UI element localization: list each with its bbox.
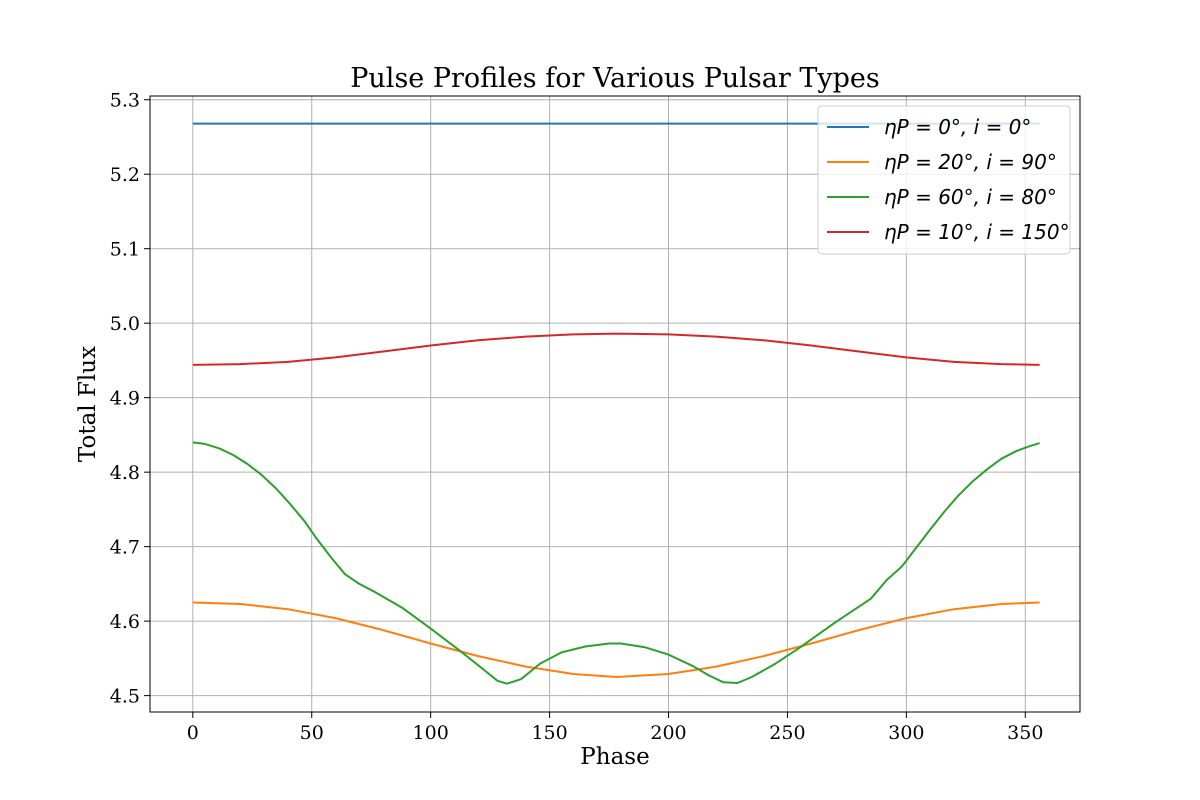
x-tick-label: 150: [531, 722, 567, 744]
legend-label: ηP = 60°, i = 80°: [884, 185, 1057, 209]
series-line-4: [192, 332, 1040, 366]
series-line-3: [192, 441, 1040, 685]
legend-label: ηP = 20°, i = 90°: [884, 150, 1057, 174]
series-layer: [192, 122, 1040, 685]
legend-box: [817, 105, 1071, 255]
y-tick-label: 5.1: [110, 239, 140, 261]
plot-frame: [149, 95, 1081, 713]
y-tick-label: 4.9: [110, 388, 140, 410]
y-tick-label: 4.6: [110, 611, 140, 633]
y-tick-label: 4.5: [110, 686, 140, 708]
ticks: 0 50 100 150 200 250 300 350 4.5 4.6 4.7 4.8 4.9 5.0 5…: [110, 90, 1044, 744]
legend: ηP = 0°, i = 0° ηP = 20°, i = 90° ηP = 60°…: [817, 105, 1071, 255]
legend-label: ηP = 0°, i = 0°: [884, 115, 1031, 139]
x-axis-label: Phase: [580, 744, 649, 770]
series-line-2: [192, 601, 1040, 678]
y-tick-label: 4.7: [110, 537, 140, 559]
x-tick-label: 50: [300, 722, 324, 744]
x-tick-label: 200: [650, 722, 686, 744]
y-axis-label: Total Flux: [75, 346, 101, 462]
x-tick-label: 250: [769, 722, 805, 744]
x-tick-label: 350: [1007, 722, 1043, 744]
y-tick-label: 5.0: [110, 313, 140, 335]
chart-title: Pulse Profiles for Various Pulsar Types: [350, 63, 880, 94]
legend-label: ηP = 10°, i = 150°: [884, 220, 1070, 244]
x-tick-label: 100: [413, 722, 449, 744]
y-tick-label: 4.8: [110, 462, 140, 484]
x-tick-label: 300: [888, 722, 924, 744]
y-tick-label: 5.3: [110, 90, 140, 112]
y-tick-label: 5.2: [110, 164, 140, 186]
x-tick-label: 0: [187, 722, 199, 744]
